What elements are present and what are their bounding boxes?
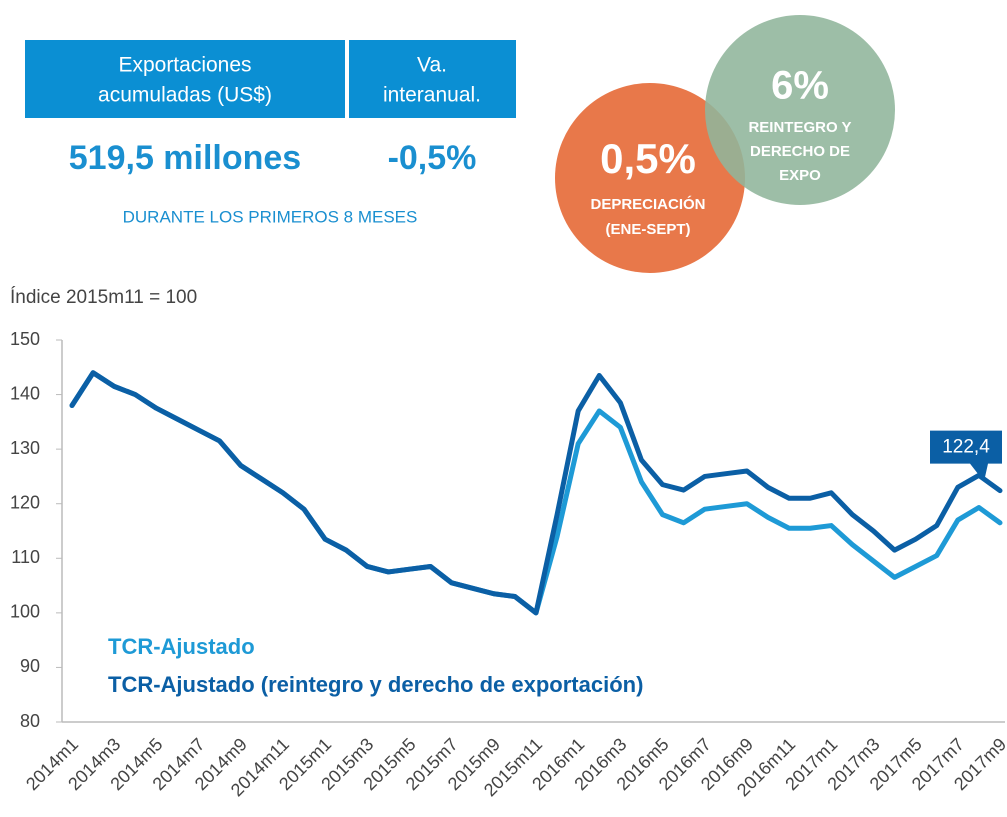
badge-circle (555, 83, 745, 273)
badge-text: DERECHO DE (750, 143, 850, 160)
legend-entry: TCR-Ajustado (108, 634, 255, 659)
y-tick-label: 130 (10, 438, 40, 458)
y-tick-label: 140 (10, 383, 40, 403)
y-tick-label: 120 (10, 492, 40, 512)
header-box (25, 40, 345, 118)
header-note: DURANTE LOS PRIMEROS 8 MESES (123, 207, 418, 226)
data-label: 122,4 (942, 437, 990, 458)
header-value: -0,5% (388, 139, 477, 177)
header-label: interanual. (383, 84, 481, 107)
header-label: Va. (417, 54, 447, 77)
badge-text: REINTEGRO Y (748, 119, 851, 136)
y-tick-label: 100 (10, 602, 40, 622)
badge-circle (705, 15, 895, 205)
series-line (69, 370, 1003, 616)
y-tick-label: 80 (20, 711, 40, 731)
header-label: acumuladas (US$) (98, 84, 272, 107)
badge-text: DEPRECIACIÓN (590, 195, 705, 213)
y-axis-label: Índice 2015m11 = 100 (10, 287, 197, 308)
y-tick-label: 110 (11, 547, 40, 567)
badge-text: (ENE-SEPT) (605, 221, 690, 238)
legend-entry: TCR-Ajustado (reintegro y derecho de exp… (108, 672, 643, 697)
header-label: Exportaciones (118, 54, 251, 77)
y-tick-label: 150 (10, 329, 40, 349)
header-value: 519,5 millones (69, 139, 301, 177)
series-line (69, 370, 1003, 616)
badge-value: 6% (771, 64, 829, 108)
header-box (349, 40, 516, 118)
badge-text: EXPO (779, 167, 821, 184)
y-tick-label: 90 (20, 656, 40, 676)
badge-value: 0,5% (600, 135, 696, 182)
callout (930, 430, 1002, 482)
